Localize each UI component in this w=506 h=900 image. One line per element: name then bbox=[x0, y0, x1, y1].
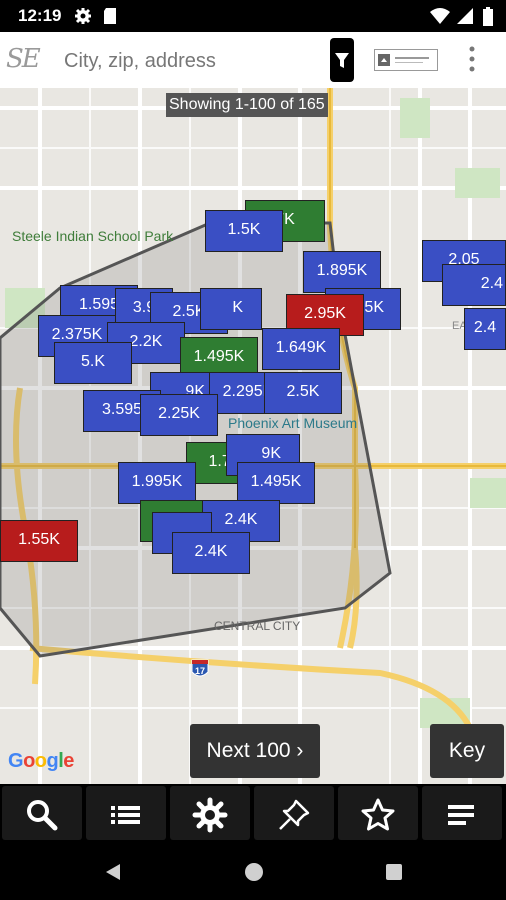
pin-icon bbox=[279, 799, 310, 830]
legend-key-button[interactable]: Key bbox=[430, 724, 504, 778]
listing-marker[interactable]: 2.4K bbox=[172, 532, 250, 574]
filter-button[interactable] bbox=[330, 38, 354, 82]
bottom-toolbar bbox=[0, 784, 506, 842]
listing-marker[interactable]: 2.5K bbox=[264, 372, 342, 414]
menu-icon bbox=[448, 805, 474, 825]
listing-marker[interactable]: K bbox=[200, 288, 262, 330]
listing-marker[interactable]: 1.495K bbox=[237, 462, 315, 504]
area-label-east: EA bbox=[452, 320, 467, 332]
home-icon[interactable] bbox=[244, 862, 264, 882]
results-count-label: Showing 1-100 of 165 bbox=[166, 93, 328, 117]
listing-marker[interactable]: 1.895K bbox=[303, 251, 381, 293]
brokerage-logo bbox=[374, 49, 438, 71]
back-icon[interactable] bbox=[102, 862, 122, 882]
listing-marker[interactable]: 1.5K bbox=[205, 210, 283, 252]
park-label: Steele Indian School Park bbox=[12, 228, 174, 244]
listing-marker[interactable]: 1.649K bbox=[262, 328, 340, 370]
listing-marker[interactable]: 2.25K bbox=[140, 394, 218, 436]
more-vert-icon bbox=[469, 46, 475, 72]
draw-nav-button[interactable] bbox=[254, 786, 334, 840]
interstate-label: 17 bbox=[195, 666, 206, 676]
search-input[interactable] bbox=[62, 42, 316, 80]
museum-label: Phoenix Art Museum bbox=[228, 415, 358, 431]
star-icon bbox=[361, 798, 395, 831]
app-logo[interactable]: SE bbox=[6, 44, 41, 74]
district-label: CENTRAL CITY bbox=[214, 619, 301, 633]
favorites-nav-button[interactable] bbox=[338, 786, 418, 840]
listing-marker[interactable]: 1.995K bbox=[118, 462, 196, 504]
map-view[interactable]: Showing 1-100 of 165 Steele Indian Schoo… bbox=[0, 88, 506, 784]
list-nav-button[interactable] bbox=[86, 786, 166, 840]
gear-icon bbox=[192, 797, 228, 833]
list-icon bbox=[111, 806, 140, 824]
search-nav-button[interactable] bbox=[2, 786, 82, 840]
listing-marker[interactable]: 2.4 bbox=[442, 264, 506, 306]
status-time: 12:19 bbox=[18, 6, 62, 25]
sd-card-icon bbox=[104, 8, 116, 24]
search-bar: SE bbox=[0, 32, 506, 89]
settings-status-icon bbox=[75, 8, 91, 24]
listing-marker[interactable]: 2.4 bbox=[464, 308, 506, 350]
system-navigation-bar bbox=[0, 842, 506, 900]
battery-icon bbox=[483, 7, 493, 26]
status-bar: 12:19 bbox=[0, 0, 506, 32]
filter-icon bbox=[335, 53, 349, 68]
recents-icon[interactable] bbox=[384, 862, 404, 882]
search-icon bbox=[27, 800, 58, 831]
next-page-button[interactable]: Next 100 › bbox=[190, 724, 320, 778]
more-options-button[interactable] bbox=[466, 44, 478, 74]
signal-icon bbox=[457, 8, 473, 24]
listing-marker-red[interactable]: 1.55K bbox=[0, 520, 78, 562]
settings-nav-button[interactable] bbox=[170, 786, 250, 840]
menu-nav-button[interactable] bbox=[422, 786, 502, 840]
listing-marker[interactable]: 5.K bbox=[54, 342, 132, 384]
google-attribution: Google bbox=[8, 750, 74, 772]
wifi-icon bbox=[430, 8, 450, 24]
